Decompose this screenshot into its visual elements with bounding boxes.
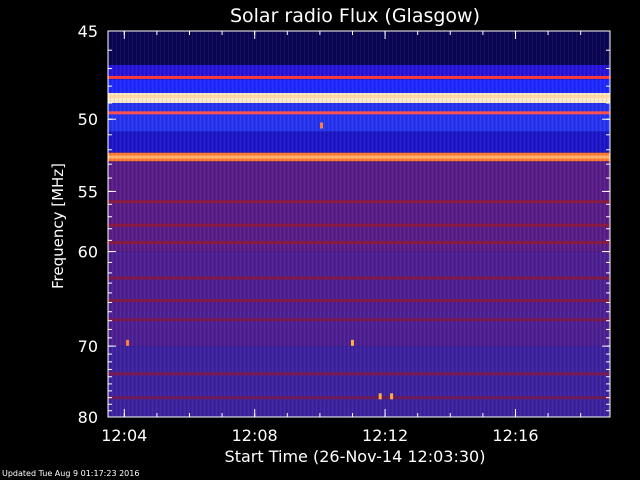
- x-axis-label: Start Time (26-Nov-14 12:03:30): [225, 447, 486, 466]
- emission-line: [108, 75, 610, 79]
- x-tick-label: 12:04: [101, 426, 147, 445]
- emission-line: [108, 200, 610, 204]
- plot-frame: [107, 30, 611, 418]
- y-axis-label-main: Frequency: [49, 207, 67, 289]
- y-tick-label: 60: [78, 243, 98, 262]
- emission-line: [108, 94, 610, 98]
- emission-line: [108, 111, 610, 115]
- burst-point: [378, 393, 382, 400]
- plot-area: [108, 31, 610, 417]
- burst-point: [350, 339, 354, 346]
- burst-point: [126, 339, 130, 346]
- x-tick-label: 12:08: [232, 426, 278, 445]
- y-tick-label: 70: [78, 337, 98, 356]
- emission-line: [108, 241, 610, 245]
- y-tick-label: 50: [78, 110, 98, 129]
- burst-point: [390, 393, 394, 400]
- emission-line: [108, 155, 610, 159]
- y-tick-label: 55: [78, 182, 98, 201]
- y-tick-label: 80: [78, 408, 98, 427]
- emission-line: [108, 372, 610, 376]
- y-axis-label-unit: [MHz]: [49, 163, 67, 207]
- emission-line: [108, 318, 610, 322]
- y-axis-label: Frequency [MHz]: [49, 163, 67, 289]
- burst-point: [320, 122, 324, 129]
- x-tick-label: 12:16: [492, 426, 538, 445]
- emission-line: [108, 223, 610, 227]
- emission-line: [108, 299, 610, 303]
- emission-line: [108, 396, 610, 400]
- chart-title: Solar radio Flux (Glasgow): [230, 5, 480, 27]
- updated-timestamp: Updated Tue Aug 9 01:17:23 2016: [2, 469, 140, 478]
- y-tick-label: 45: [78, 22, 98, 41]
- emission-line: [108, 276, 610, 280]
- x-tick-label: 12:12: [362, 426, 408, 445]
